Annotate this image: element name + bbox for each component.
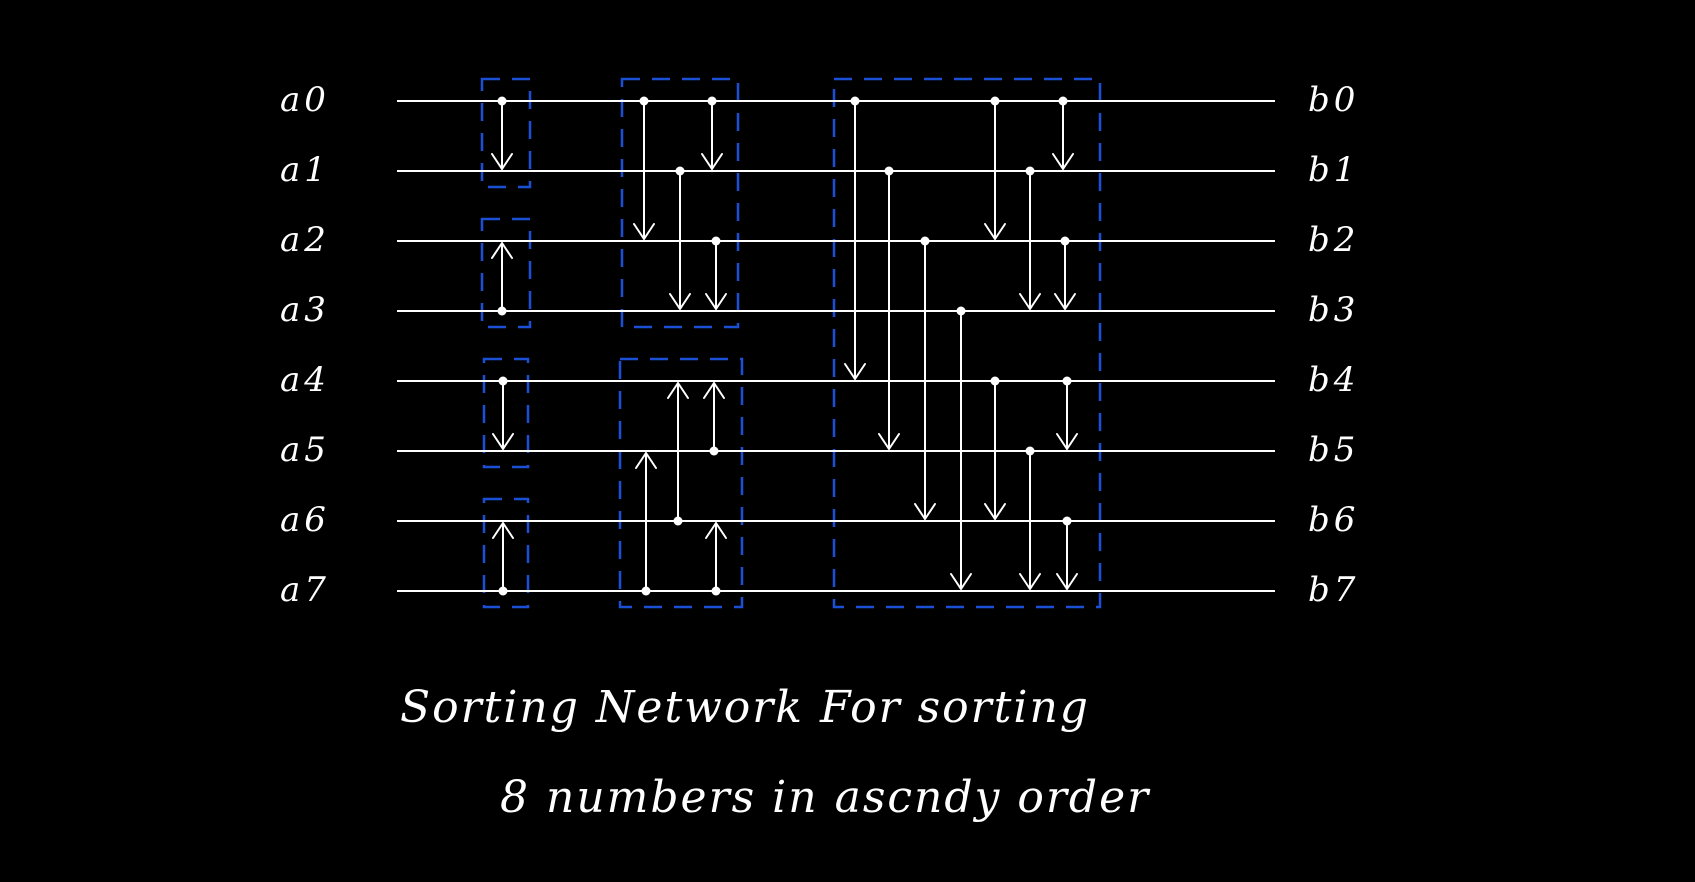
- stage-2-box-1: [618, 357, 744, 609]
- stage-3-comparator-0-2: [914, 236, 936, 521]
- output-label-3: b3: [1308, 290, 1359, 330]
- input-label-5: a5: [280, 430, 330, 470]
- stage-3-comparator-0-4: [984, 96, 1006, 241]
- stage-3-comparator-0-11: [1056, 516, 1078, 591]
- stage-1-box-1: [480, 217, 532, 329]
- stage-3-comparator-0-9: [1054, 236, 1076, 311]
- input-label-7: a7: [280, 570, 330, 610]
- output-label-1: b1: [1308, 150, 1359, 190]
- stage-2-comparator-1-0: [635, 451, 657, 596]
- stage-1-comparator-3-0: [492, 521, 514, 596]
- output-label-5: b5: [1308, 430, 1359, 470]
- output-label-6: b6: [1308, 500, 1359, 540]
- comparators: [491, 96, 1078, 596]
- stage-2-comparator-0-3: [705, 236, 727, 311]
- wires: [397, 100, 1275, 592]
- stage-2-comparator-0-0: [633, 96, 655, 241]
- caption-line-1: Sorting Network For sorting: [400, 682, 1090, 733]
- stage-3-comparator-0-1: [878, 166, 900, 451]
- output-label-0: b0: [1308, 80, 1359, 120]
- stage-1-box-3: [482, 497, 530, 609]
- stage-3-comparator-0-3: [950, 306, 972, 591]
- input-label-3: a3: [280, 290, 330, 330]
- stage-3-comparator-0-7: [1019, 446, 1041, 591]
- input-label-2: a2: [280, 220, 330, 260]
- output-label-7: b7: [1308, 570, 1359, 610]
- stage-1-comparator-1-0: [491, 241, 513, 316]
- stage-1-box-0: [480, 77, 532, 189]
- stage-1-comparator-0-0: [491, 96, 513, 171]
- wire-labels: a0 a1 a2 a3 a4 a5 a6 a7 b0 b1 b2 b3 b4 b5 b6 b7: [280, 80, 1359, 610]
- stage-2-comparator-1-2: [703, 381, 725, 456]
- stage-1-comparator-2-0: [492, 376, 514, 451]
- output-label-2: b2: [1308, 220, 1359, 260]
- stage-1-box-2: [482, 357, 530, 469]
- stage-3-comparator-0-8: [1052, 96, 1074, 171]
- input-label-0: a0: [280, 80, 330, 120]
- stage-2-comparator-0-1: [701, 96, 723, 171]
- stage-3-box-0: [832, 77, 1102, 609]
- stage-3-comparator-0-6: [1019, 166, 1041, 311]
- stage-2-comparator-1-1: [667, 381, 689, 526]
- input-label-6: a6: [280, 500, 330, 540]
- stage-boxes: [480, 77, 1102, 609]
- input-label-1: a1: [280, 150, 330, 190]
- stage-3-comparator-0-0: [844, 96, 866, 381]
- stage-3-comparator-0-10: [1056, 376, 1078, 451]
- stage-2-comparator-0-2: [669, 166, 691, 311]
- input-label-4: a4: [280, 360, 330, 400]
- stage-2-box-0: [620, 77, 740, 329]
- stage-3-comparator-0-5: [984, 376, 1006, 521]
- stage-2-comparator-1-3: [705, 521, 727, 596]
- caption-line-2: 8 numbers in ascndy order: [500, 772, 1151, 823]
- output-label-4: b4: [1308, 360, 1359, 400]
